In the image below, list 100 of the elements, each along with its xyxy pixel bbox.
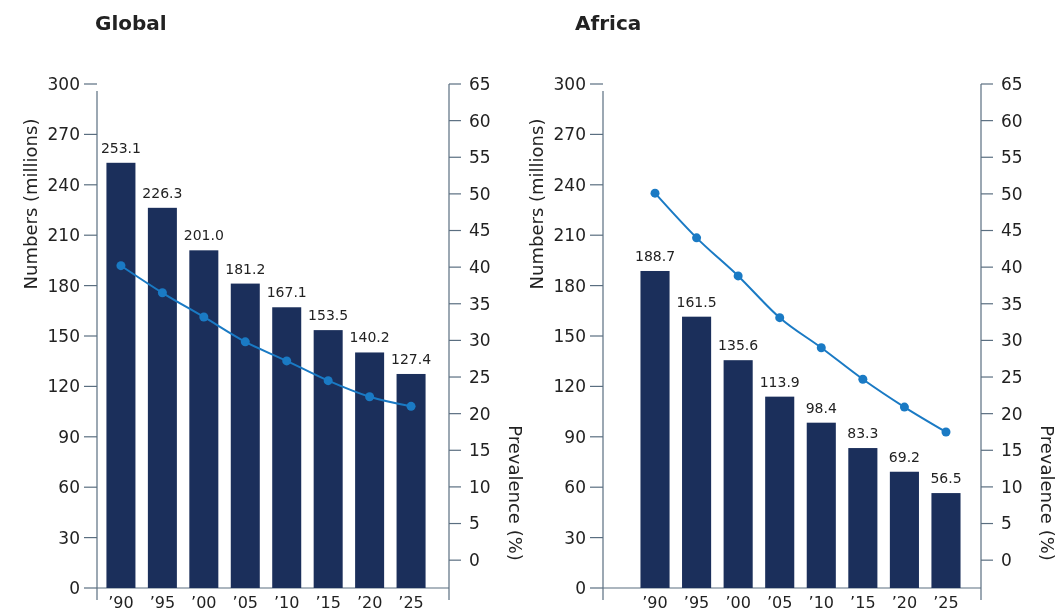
- y-tick-label: 30: [58, 527, 80, 548]
- point: [199, 312, 209, 322]
- bar: [889, 471, 919, 588]
- data-label: 56.5: [930, 470, 962, 487]
- data-label: 188.7: [634, 247, 676, 264]
- bar: [806, 422, 836, 588]
- y-tick-label: 90: [564, 426, 586, 447]
- y2-tick-label: 60: [1001, 110, 1023, 131]
- data-label: 181.2: [225, 260, 266, 277]
- data-label: 127.4: [391, 350, 432, 367]
- point: [941, 427, 951, 437]
- bar: [682, 316, 712, 588]
- y2-tick-label: 45: [1001, 220, 1023, 241]
- x-tick-label: ’10: [808, 593, 835, 612]
- point: [816, 343, 826, 353]
- y2-tick-label: 55: [469, 147, 491, 168]
- y-tick-label: 240: [553, 174, 586, 195]
- y-tick-label: 150: [553, 325, 586, 346]
- bar: [313, 330, 343, 588]
- y-tick-label: 300: [553, 73, 586, 94]
- point: [775, 313, 785, 323]
- y2-tick-label: 30: [469, 330, 491, 351]
- point: [692, 233, 702, 243]
- y2-tick-label: 50: [469, 183, 491, 204]
- y-tick-label: 60: [58, 477, 80, 498]
- x-tick-label: ’20: [891, 593, 918, 612]
- y-tick-label: 210: [47, 225, 80, 246]
- y-tick-label: 30: [564, 527, 586, 548]
- y-tick-label: 0: [69, 577, 80, 598]
- bar: [106, 162, 136, 588]
- bar: [396, 373, 426, 588]
- point: [365, 392, 375, 402]
- y2-tick-label: 25: [469, 366, 491, 387]
- bar: [147, 207, 177, 588]
- point: [406, 401, 416, 411]
- x-tick-label: ’10: [274, 593, 300, 612]
- point: [858, 374, 868, 384]
- y-tick-label: 0: [575, 577, 586, 598]
- y2-tick-label: 35: [1001, 293, 1023, 314]
- y2-axis-title: Prevalence (%): [1037, 425, 1058, 561]
- data-label: 113.9: [759, 373, 800, 390]
- data-label: 153.5: [308, 307, 349, 324]
- data-label: 135.6: [718, 337, 759, 354]
- data-label: 83.3: [847, 425, 879, 442]
- data-label: 253.1: [100, 139, 141, 156]
- x-tick-label: ’90: [108, 593, 134, 612]
- y-tick-label: 300: [47, 73, 80, 94]
- y-tick-label: 120: [553, 376, 586, 397]
- y2-tick-label: 0: [1001, 550, 1012, 571]
- y-tick-label: 180: [47, 275, 80, 296]
- data-label: 201.0: [183, 227, 224, 244]
- y-axis-title: Numbers (millions): [526, 118, 547, 290]
- y2-tick-label: 55: [1001, 147, 1023, 168]
- x-tick-label: ’20: [356, 593, 383, 612]
- y2-tick-label: 20: [1001, 403, 1023, 424]
- x-tick-label: ’05: [232, 593, 258, 612]
- y-axis-title: Numbers (millions): [20, 118, 41, 290]
- y-tick-label: 150: [47, 325, 80, 346]
- x-tick-label: ’25: [933, 593, 959, 612]
- y-tick-label: 270: [47, 124, 80, 145]
- x-tick-label: ’95: [149, 593, 176, 612]
- bar: [230, 283, 260, 588]
- y2-tick-label: 10: [469, 476, 491, 497]
- point: [240, 337, 250, 347]
- y-tick-label: 120: [47, 376, 80, 397]
- y-tick-label: 240: [47, 174, 80, 195]
- bar: [355, 352, 385, 588]
- y2-tick-label: 50: [1001, 183, 1023, 204]
- y2-tick-label: 15: [1001, 440, 1023, 461]
- y-tick-label: 60: [564, 477, 586, 498]
- bar: [765, 396, 795, 588]
- x-tick-label: ’15: [315, 593, 341, 612]
- y2-tick-label: 65: [469, 73, 491, 94]
- y2-tick-label: 10: [1001, 476, 1023, 497]
- point: [116, 261, 126, 271]
- y2-tick-label: 5: [469, 513, 480, 534]
- y2-tick-label: 35: [469, 293, 491, 314]
- data-label: 98.4: [805, 399, 837, 416]
- y2-tick-label: 65: [1001, 73, 1023, 94]
- y2-tick-label: 40: [1001, 257, 1023, 278]
- point: [282, 356, 292, 366]
- y2-tick-label: 0: [469, 550, 480, 571]
- data-label: 140.2: [349, 329, 390, 346]
- bar: [189, 250, 219, 588]
- chart-title: Global: [95, 11, 167, 35]
- y-tick-label: 90: [58, 426, 80, 447]
- point: [899, 402, 909, 412]
- y2-axis-title: Prevalence (%): [505, 425, 526, 561]
- bar: [931, 493, 961, 588]
- x-tick-label: ’95: [683, 593, 710, 612]
- x-tick-label: ’15: [850, 593, 876, 612]
- y-tick-label: 210: [553, 225, 586, 246]
- bar: [272, 307, 302, 588]
- y2-tick-label: 25: [1001, 366, 1023, 387]
- chart-title: Africa: [575, 11, 642, 35]
- data-label: 161.5: [676, 293, 717, 310]
- y-tick-label: 270: [553, 124, 586, 145]
- x-tick-label: ’00: [725, 593, 751, 612]
- y2-tick-label: 5: [1001, 513, 1012, 534]
- y2-tick-label: 30: [1001, 330, 1023, 351]
